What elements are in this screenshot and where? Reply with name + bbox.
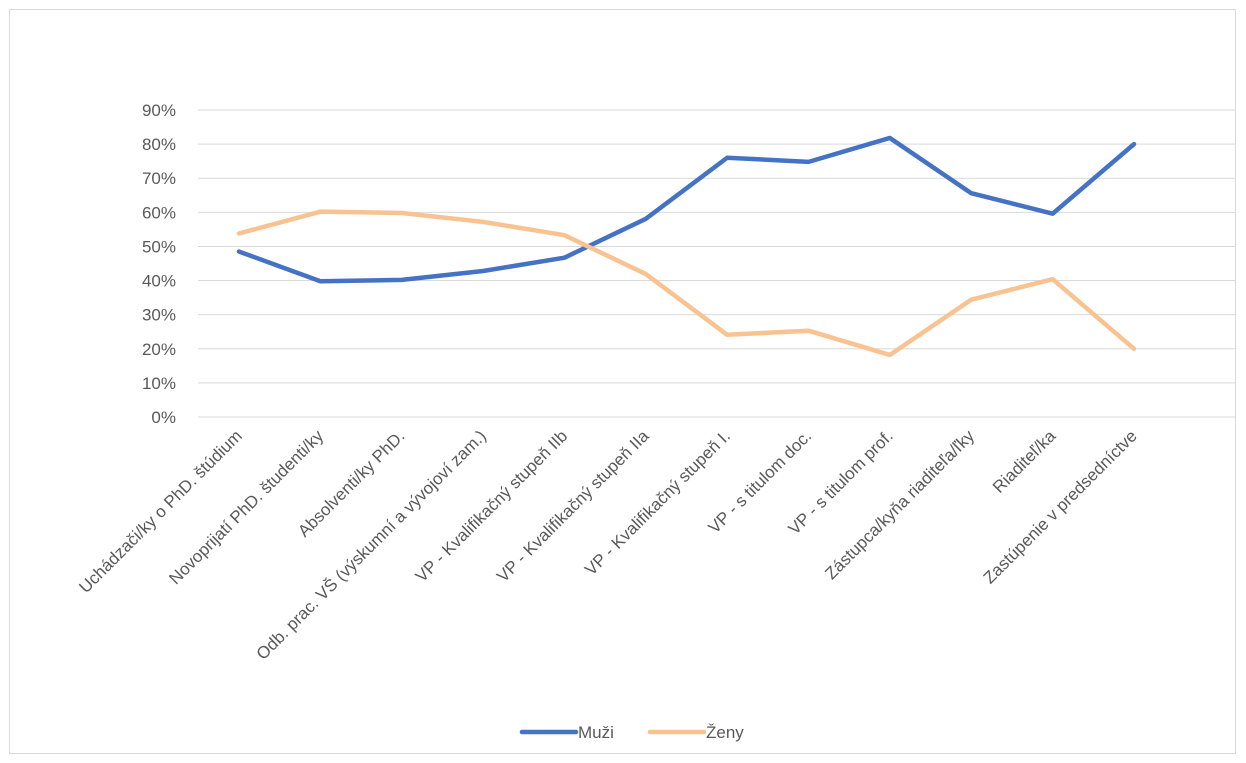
x-tick-label: Riaditeľ/ka: [989, 426, 1060, 497]
y-tick-label: 0%: [151, 408, 176, 427]
x-tick-label: Novoprijatí PhD. študenti/ky: [165, 426, 327, 588]
y-tick-label: 90%: [142, 101, 176, 120]
series-lines: [236, 135, 1137, 358]
y-tick-label: 40%: [142, 272, 176, 291]
line-chart: 0% 10% 20% 30% 40% 50% 60% 70% 80% 90% Uchádzači/…: [75, 101, 1236, 742]
y-tick-label: 60%: [142, 203, 176, 222]
y-tick-label: 80%: [142, 135, 176, 154]
y-tick-label: 50%: [142, 237, 176, 256]
x-tick-label: VP - Kvalifikačný stupeň I.: [581, 426, 734, 579]
legend: Muži Ženy: [519, 723, 744, 742]
series-line-0: [236, 135, 1137, 284]
y-tick-label: 10%: [142, 374, 176, 393]
series-line-1: [236, 209, 1137, 358]
legend-label: Ženy: [706, 723, 744, 742]
x-tick-label: VP - Kvalifikačný stupeň IIa: [493, 426, 653, 586]
chart-frame: 0% 10% 20% 30% 40% 50% 60% 70% 80% 90% Uchádzači/…: [9, 9, 1236, 754]
x-tick-label: Zástupca/kyňa riaditeľa/ľky: [821, 426, 978, 583]
y-tick-label: 30%: [142, 306, 176, 325]
x-tick-label: Zastúpenie v predsedníctve: [980, 426, 1141, 587]
gridlines: [198, 109, 1236, 418]
y-axis-ticks: 0% 10% 20% 30% 40% 50% 60% 70% 80% 90%: [142, 101, 176, 427]
x-tick-label: VP - Kvalifikačný stupeň IIb: [412, 426, 572, 586]
y-tick-label: 70%: [142, 169, 176, 188]
x-tick-label: Uchádzači/ky o PhD. štúdium: [75, 426, 245, 596]
legend-label: Muži: [578, 723, 614, 742]
y-tick-label: 20%: [142, 340, 176, 359]
